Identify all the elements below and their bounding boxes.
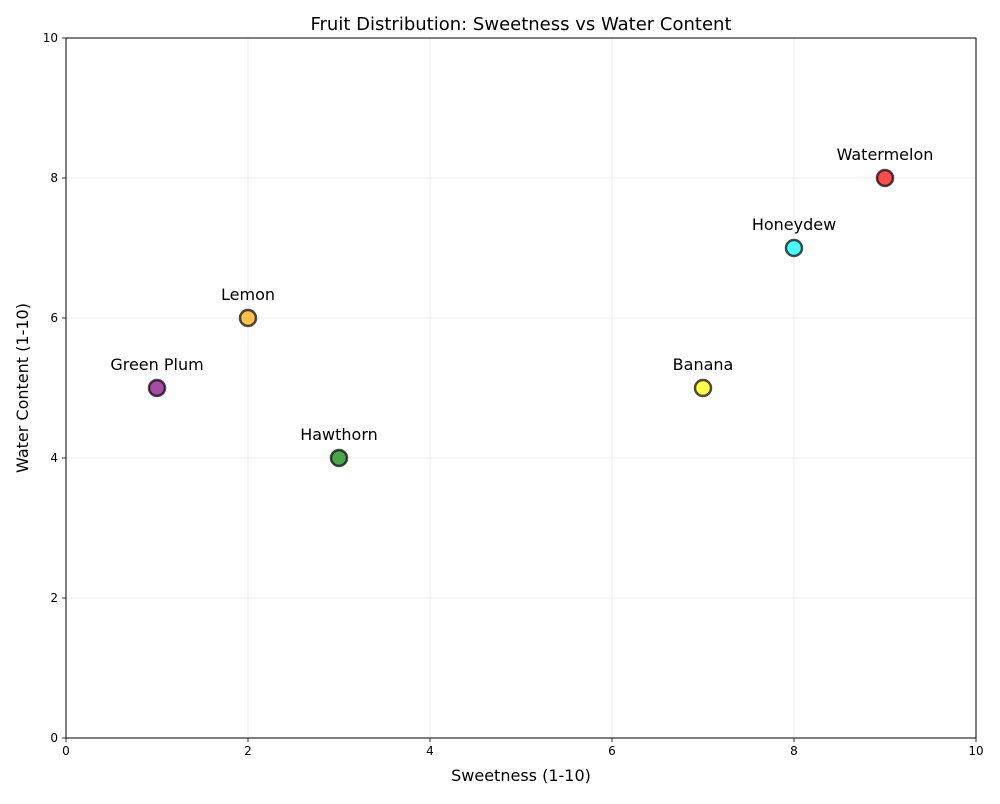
chart-title: Fruit Distribution: Sweetness vs Water C… bbox=[310, 14, 731, 35]
point-label-banana: Banana bbox=[673, 355, 734, 374]
y-tick-label: 10 bbox=[43, 31, 58, 45]
data-point-green-plum bbox=[147, 378, 167, 398]
data-point-banana bbox=[693, 378, 713, 398]
point-label-hawthorn: Hawthorn bbox=[300, 425, 378, 444]
x-tick-label: 8 bbox=[790, 744, 798, 758]
x-axis-label: Sweetness (1-10) bbox=[451, 766, 591, 785]
x-tick-label: 2 bbox=[244, 744, 252, 758]
data-point-lemon bbox=[238, 308, 258, 328]
x-tick-label: 10 bbox=[968, 744, 983, 758]
point-label-lemon: Lemon bbox=[221, 285, 275, 304]
axis-ticks: 0 2 4 6 8 10 0 2 4 6 8 10 bbox=[43, 31, 984, 758]
y-tick-label: 8 bbox=[50, 171, 58, 185]
y-tick-label: 6 bbox=[50, 311, 58, 325]
x-tick-label: 4 bbox=[426, 744, 434, 758]
point-label-watermelon: Watermelon bbox=[837, 145, 934, 164]
x-tick-label: 6 bbox=[608, 744, 616, 758]
point-label-green-plum: Green Plum bbox=[110, 355, 203, 374]
plot-frame bbox=[65, 37, 977, 739]
data-point-watermelon bbox=[875, 168, 895, 188]
y-tick-label: 2 bbox=[50, 591, 58, 605]
point-label-honeydew: Honeydew bbox=[752, 215, 836, 234]
y-tick-label: 0 bbox=[50, 731, 58, 745]
y-tick-label: 4 bbox=[50, 451, 58, 465]
y-axis-label: Water Content (1-10) bbox=[13, 303, 32, 473]
data-points bbox=[147, 168, 895, 468]
point-labels: Watermelon Honeydew Lemon Green Plum Banana H… bbox=[110, 145, 933, 444]
grid bbox=[65, 37, 977, 739]
data-point-hawthorn bbox=[329, 448, 349, 468]
x-tick-label: 0 bbox=[62, 744, 70, 758]
data-point-honeydew bbox=[784, 238, 804, 258]
